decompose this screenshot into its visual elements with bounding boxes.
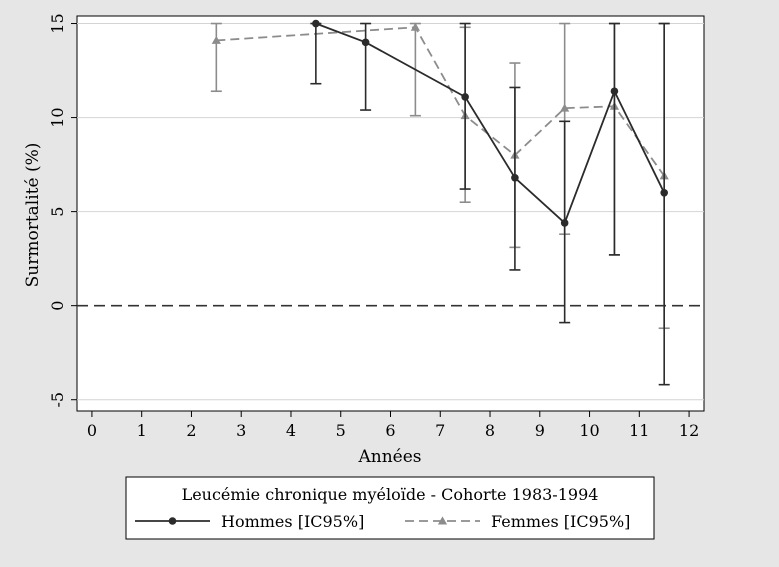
y-tick-label: -5	[48, 392, 67, 408]
y-tick-label: 10	[48, 107, 67, 127]
marker-point	[660, 189, 668, 197]
marker-point	[437, 516, 448, 525]
marker-point	[560, 103, 570, 112]
legend-title: Leucémie chronique myéloïde - Cohorte 19…	[182, 485, 599, 504]
x-tick-label: 2	[186, 421, 196, 440]
marker-point	[410, 22, 420, 31]
x-tick-label: 7	[435, 421, 445, 440]
legend-item-hommes: Hommes [IC95%]	[135, 512, 364, 531]
series-layer	[210, 19, 670, 386]
x-tick-label: 5	[336, 421, 346, 440]
x-tick-label: 10	[579, 421, 599, 440]
x-tick-label: 9	[535, 421, 545, 440]
y-tick-label: 0	[48, 301, 67, 311]
x-tick-label: 0	[87, 421, 97, 440]
legend-box	[125, 476, 655, 540]
marker-point	[211, 35, 221, 44]
legend-item-femmes: Femmes [IC95%]	[405, 512, 630, 531]
y-tick-label: 15	[48, 13, 67, 33]
x-tick-label: 3	[236, 421, 246, 440]
gridlines	[77, 23, 704, 401]
y-axis-label: Surmortalité (%)	[23, 143, 43, 288]
marker-point	[610, 87, 619, 96]
marker-point	[461, 93, 469, 101]
marker-point	[168, 517, 177, 525]
x-tick-label: 8	[485, 421, 495, 440]
x-tick-label: 1	[137, 421, 147, 440]
legend: Leucémie chronique myéloïde - Cohorte 19…	[125, 476, 655, 540]
plot-area	[76, 15, 705, 412]
x-tick-label: 6	[385, 421, 395, 440]
series-hommes	[310, 19, 670, 386]
legend-items: Hommes [IC95%] Femmes [IC95%]	[135, 512, 630, 531]
legend-label: Hommes [IC95%]	[221, 512, 364, 531]
x-tick-label: 11	[629, 421, 649, 440]
marker-point	[361, 38, 370, 47]
marker-point	[511, 173, 519, 182]
y-tick-label: 5	[48, 207, 67, 217]
x-tick-label: 4	[286, 421, 296, 440]
legend-label: Femmes [IC95%]	[491, 512, 630, 531]
x-axis-label: Années	[357, 447, 421, 467]
marker-point	[312, 19, 320, 28]
marker-point	[560, 219, 569, 227]
x-tick-label: 12	[679, 421, 699, 440]
